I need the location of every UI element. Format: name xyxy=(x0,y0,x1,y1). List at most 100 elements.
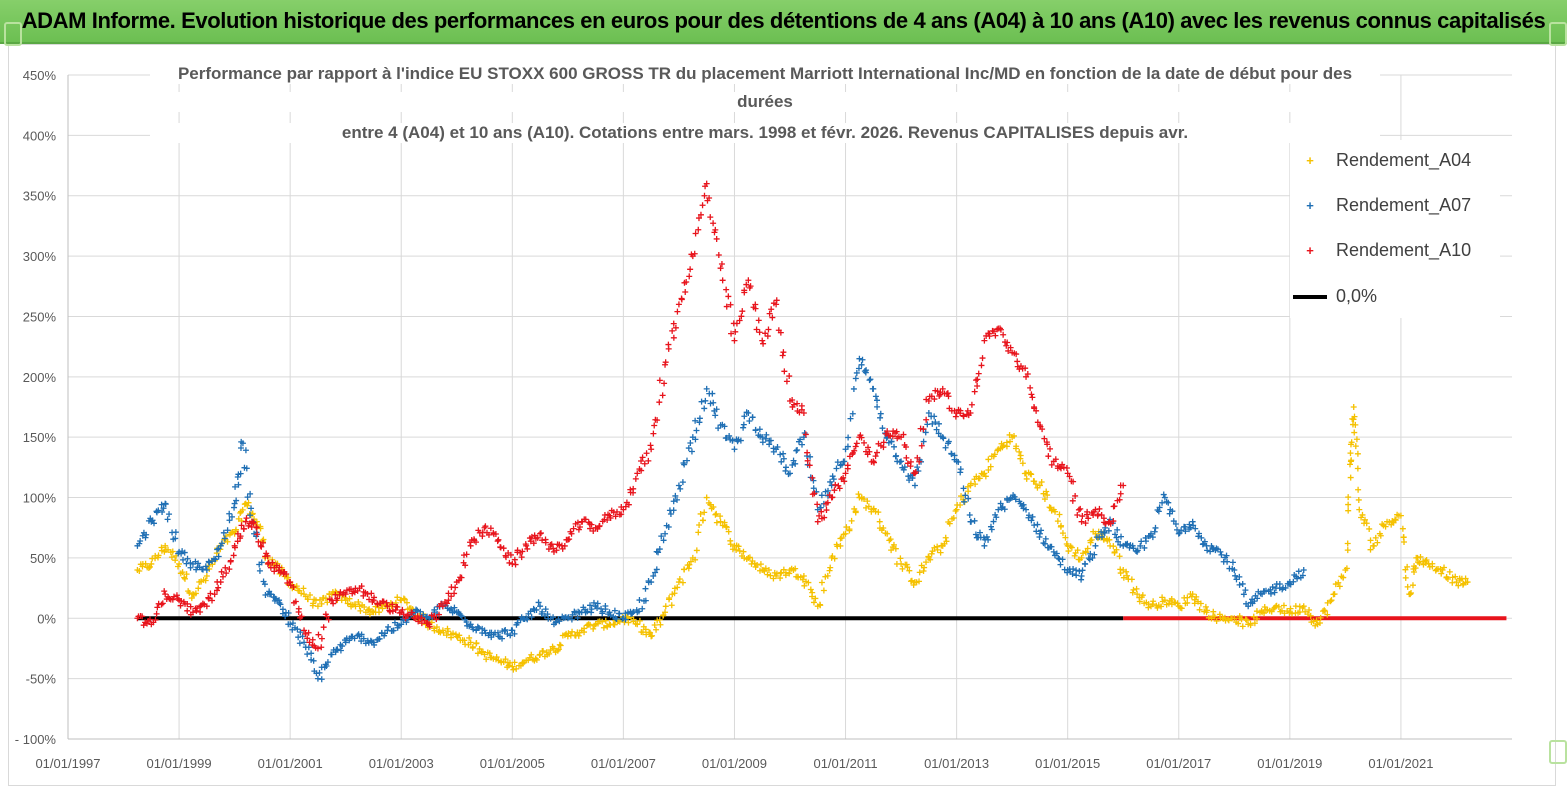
series-rendement-a07-point xyxy=(909,475,916,482)
series-rendement-a07-point xyxy=(569,611,576,618)
series-rendement-a04-point xyxy=(361,604,368,611)
series-rendement-a04-point xyxy=(692,556,699,563)
series-rendement-a10-point xyxy=(967,410,974,417)
series-rendement-a07-point xyxy=(1271,589,1278,596)
series-rendement-a07-point xyxy=(342,639,349,646)
series-rendement-a04-point xyxy=(838,534,845,541)
series-rendement-a04-point xyxy=(1300,603,1307,610)
series-rendement-a07-point xyxy=(721,423,728,430)
series-rendement-a10-point xyxy=(177,602,184,609)
series-rendement-a07-point xyxy=(1078,573,1085,580)
series-rendement-a04-point xyxy=(799,576,806,583)
series-rendement-a04-point xyxy=(1184,599,1191,606)
series-rendement-a10-point xyxy=(1014,358,1021,365)
series-rendement-a04-point xyxy=(1074,547,1081,554)
series-rendement-a04-point xyxy=(366,611,373,618)
series-rendement-a07-point xyxy=(235,481,242,488)
series-rendement-a04-point xyxy=(639,629,646,636)
series-rendement-a07-point xyxy=(1152,524,1159,531)
series-rendement-a07-point xyxy=(1034,521,1041,528)
series-rendement-a04-point xyxy=(1011,432,1017,439)
series-rendement-a04-point xyxy=(875,509,882,516)
series-rendement-a10-point xyxy=(625,501,632,508)
series-rendement-a07-point xyxy=(1165,499,1172,506)
series-rendement-a04-point xyxy=(511,659,518,666)
series-rendement-a10-point xyxy=(495,536,502,543)
series-rendement-a04-point xyxy=(1366,525,1373,532)
series-rendement-a07-point xyxy=(737,437,744,444)
series-rendement-a07-point xyxy=(159,508,166,515)
series-rendement-a04-point xyxy=(1065,548,1072,555)
series-rendement-a07-point xyxy=(219,540,226,547)
series-rendement-a07-point xyxy=(202,563,209,570)
series-rendement-a07-point xyxy=(849,410,856,417)
series-rendement-a07-point xyxy=(1023,506,1030,513)
series-rendement-a10-point xyxy=(672,324,679,331)
series-rendement-a04-point xyxy=(244,502,251,509)
series-rendement-a04-point xyxy=(735,543,742,550)
series-rendement-a04-point xyxy=(809,589,816,596)
series-rendement-a07-point xyxy=(297,629,304,636)
series-rendement-a07-point xyxy=(818,492,825,499)
series-rendement-a04-point xyxy=(1161,597,1168,604)
series-rendement-a07-point xyxy=(162,501,169,508)
series-rendement-a10-point xyxy=(865,444,872,451)
series-rendement-a04-point xyxy=(950,515,957,522)
series-rendement-a10-point xyxy=(695,215,702,222)
series-rendement-a04-point xyxy=(952,508,959,515)
series-rendement-a07-point xyxy=(160,505,167,512)
series-rendement-a04-point xyxy=(510,666,517,673)
series-rendement-a10-point xyxy=(798,406,805,413)
series-rendement-a04-point xyxy=(816,601,823,608)
series-rendement-a10-point xyxy=(1117,490,1124,497)
series-rendement-a04-point xyxy=(569,628,576,635)
series-rendement-a07-point xyxy=(997,500,1004,507)
series-rendement-a07-point xyxy=(715,425,722,432)
series-rendement-a07-point xyxy=(243,465,250,472)
series-rendement-a10-point xyxy=(800,410,807,417)
series-rendement-a10-point xyxy=(576,523,583,530)
series-rendement-a10-point xyxy=(205,595,212,602)
series-rendement-a07-point xyxy=(1175,530,1182,537)
series-rendement-a10-point xyxy=(500,545,507,552)
series-rendement-a07-point xyxy=(1239,580,1246,587)
series-rendement-a07-point xyxy=(745,410,752,417)
series-rendement-a04-point xyxy=(1453,579,1460,586)
report-title: ADAM Informe. Evolution historique des p… xyxy=(21,8,1546,33)
y-tick-label: -50% xyxy=(26,672,57,687)
series-rendement-a07-point xyxy=(798,441,805,448)
series-rendement-a10-point xyxy=(931,396,938,403)
series-rendement-a07-point xyxy=(845,434,852,441)
series-rendement-a07-point xyxy=(258,559,265,566)
series-rendement-a04-point xyxy=(729,546,736,553)
series-rendement-a10-point xyxy=(1090,511,1097,518)
series-rendement-a04-point xyxy=(1397,512,1404,519)
series-rendement-a07-point xyxy=(1113,534,1120,541)
series-rendement-a10-point xyxy=(292,598,299,605)
series-rendement-a04-point xyxy=(1361,516,1368,523)
x-tick-label: 01/01/2021 xyxy=(1368,756,1433,771)
series-rendement-a04-point xyxy=(807,586,814,593)
series-rendement-a10-point xyxy=(169,596,176,603)
series-rendement-a04-point xyxy=(818,579,825,586)
x-tick-label: 01/01/2017 xyxy=(1146,756,1211,771)
series-rendement-a04-point xyxy=(1242,616,1249,623)
series-rendement-a07-point xyxy=(935,420,942,427)
series-rendement-a10-point xyxy=(445,590,452,597)
series-rendement-a04-point xyxy=(1417,553,1424,560)
series-rendement-a10-point xyxy=(384,603,391,610)
series-rendement-a07-point xyxy=(247,512,254,519)
series-rendement-a10-point xyxy=(1084,508,1091,515)
series-rendement-a07-point xyxy=(417,608,424,615)
series-rendement-a04-point xyxy=(342,597,349,604)
series-rendement-a07-point xyxy=(759,439,766,446)
series-rendement-a10-point xyxy=(975,370,982,377)
series-rendement-a07-point xyxy=(1053,550,1060,557)
series-rendement-a07-point xyxy=(987,523,994,530)
series-rendement-a07-point xyxy=(1042,535,1049,542)
series-rendement-a07-point xyxy=(537,603,544,610)
series-rendement-a10-point xyxy=(1052,456,1059,463)
series-rendement-a07-point xyxy=(670,498,677,505)
series-rendement-a07-point xyxy=(1134,547,1141,554)
series-rendement-a04-point xyxy=(880,524,887,531)
